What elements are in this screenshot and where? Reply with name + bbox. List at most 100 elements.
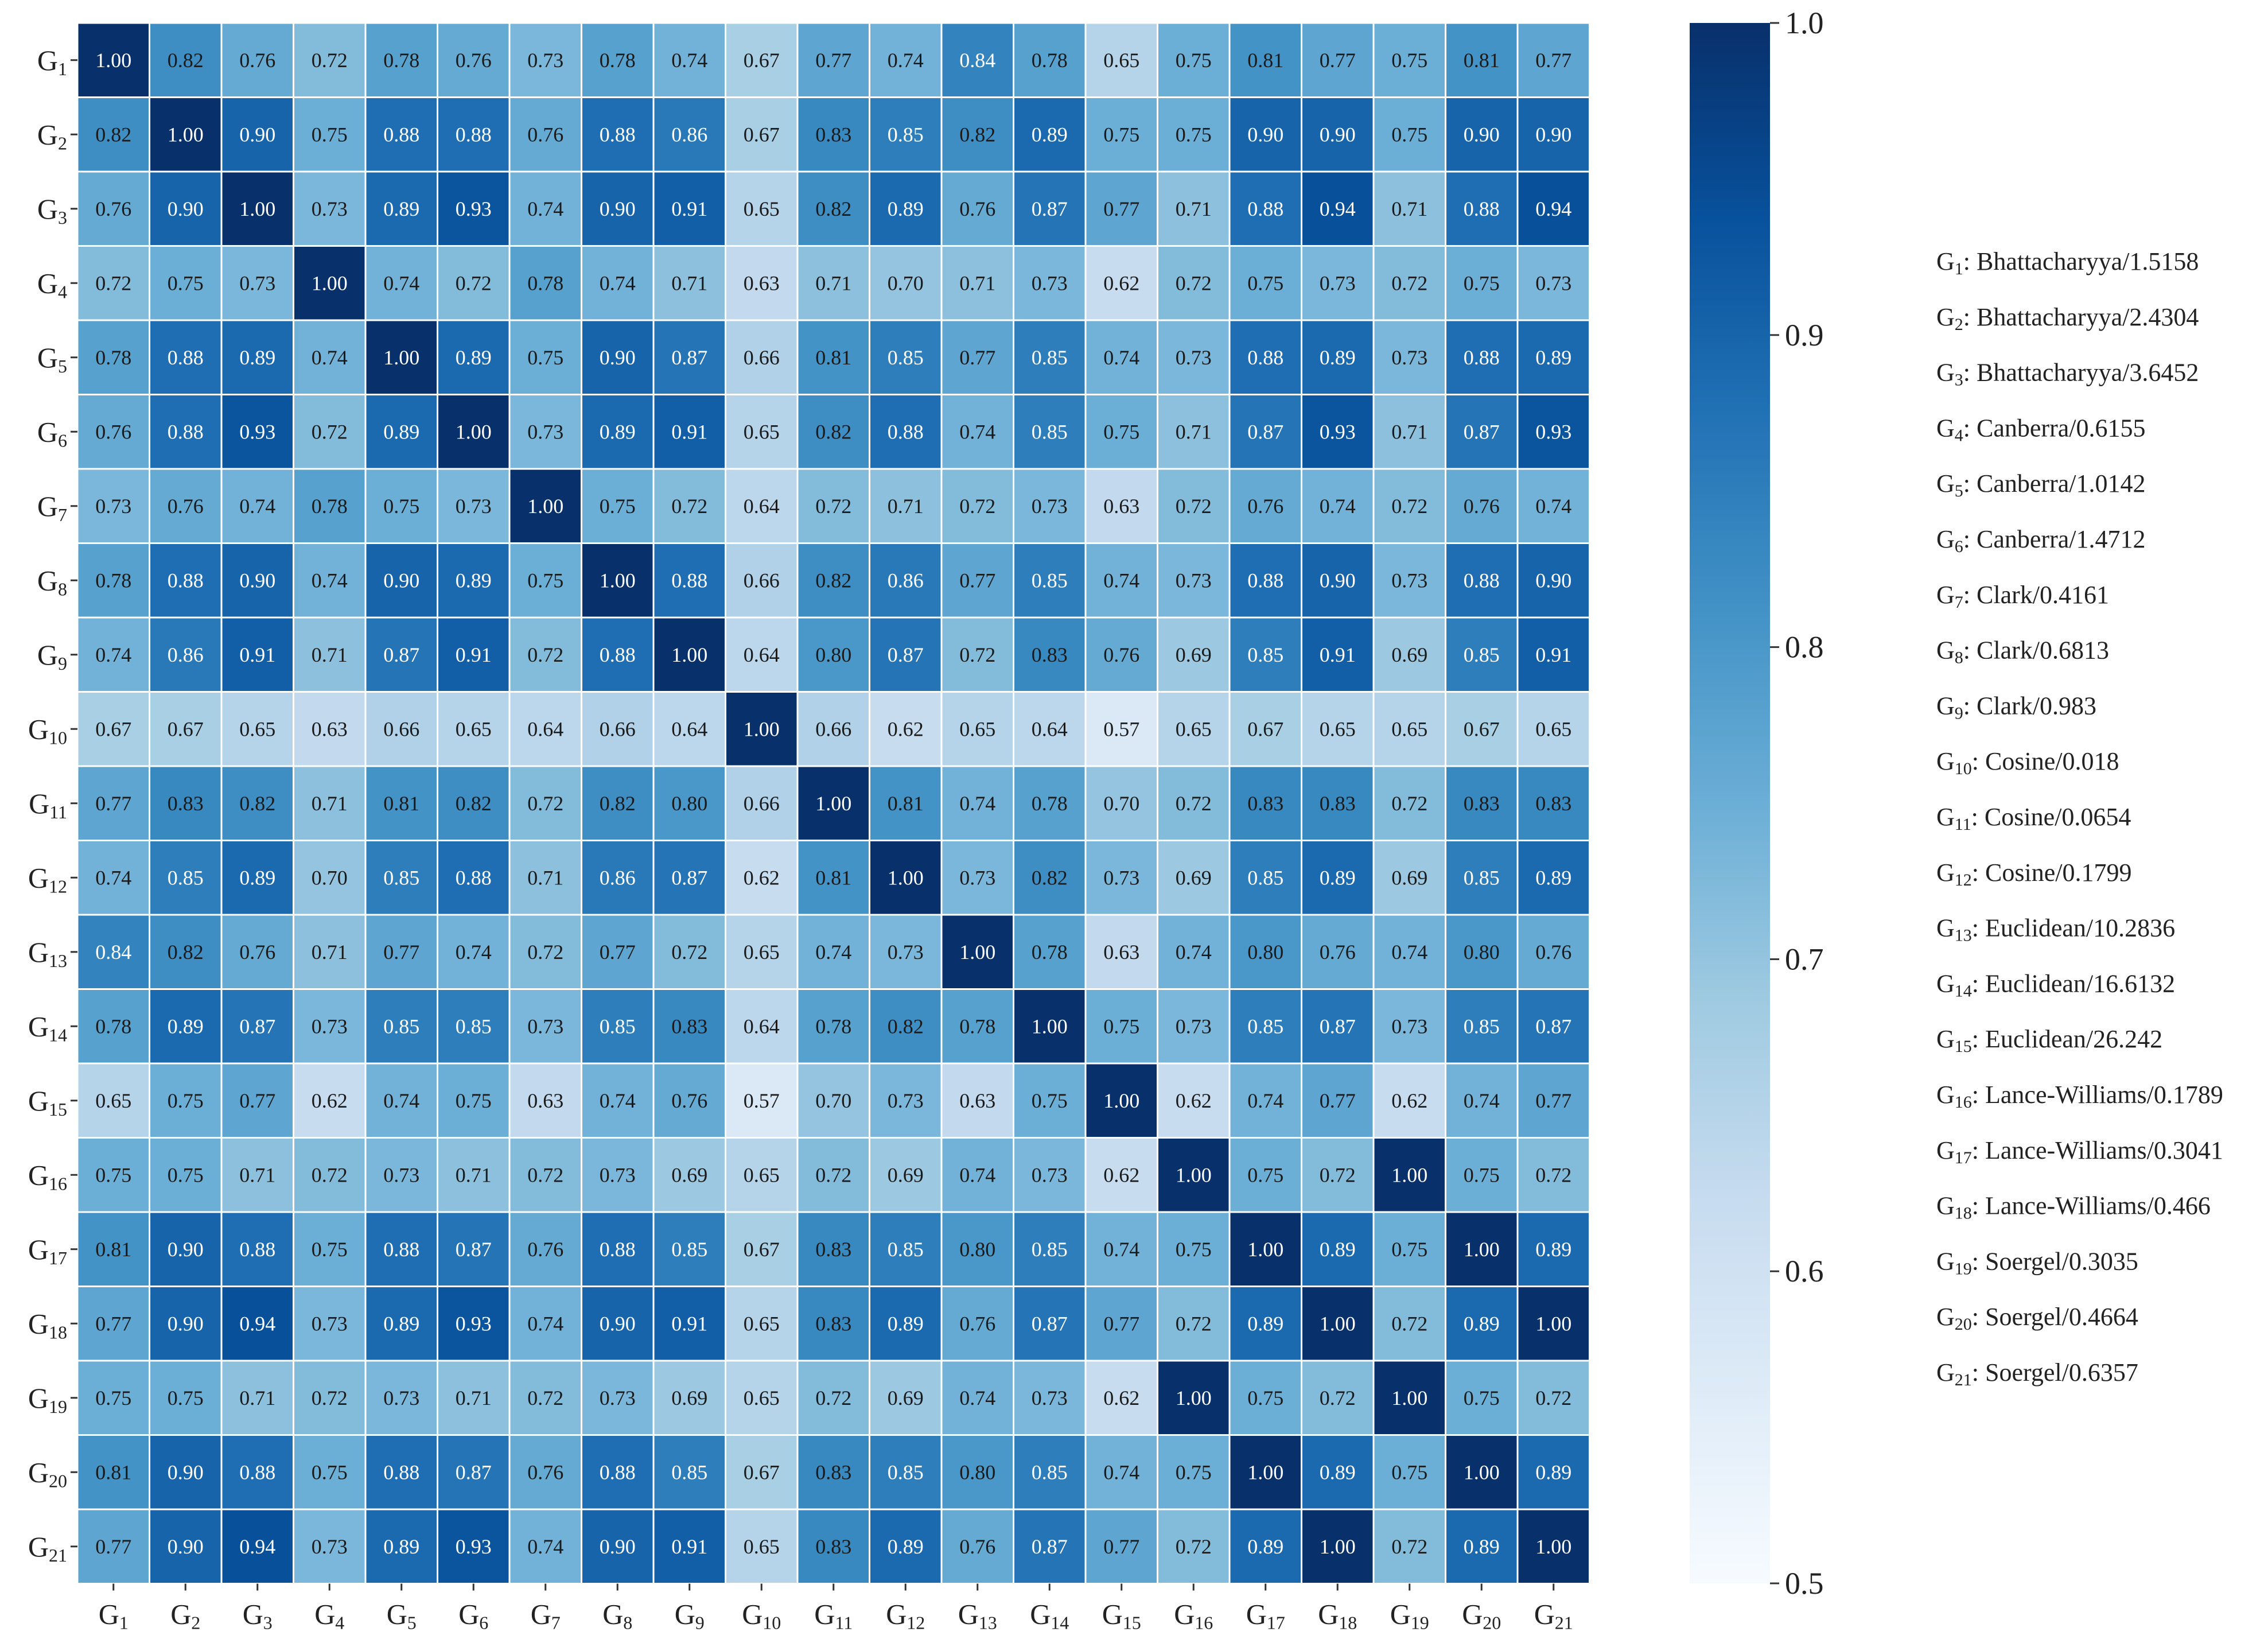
heatmap-cell-value: 0.80 (959, 1461, 995, 1483)
heatmap-cell-value: 0.72 (456, 271, 492, 294)
heatmap-cell-value: 0.71 (527, 866, 563, 889)
heatmap-cell-value: 1.00 (888, 866, 924, 889)
heatmap-cell (76, 1434, 150, 1510)
heatmap-cell-value: 0.63 (527, 1089, 563, 1112)
heatmap-cell-value: 0.88 (168, 346, 204, 369)
legend-entry: G3: Bhattacharyya/3.6452 (1936, 359, 2199, 390)
x-tick-label: G12 (886, 1598, 925, 1633)
heatmap-cell (149, 1360, 223, 1436)
heatmap-cell-value: 0.72 (671, 495, 707, 518)
heatmap-cell (1372, 245, 1446, 321)
heatmap-cell-value: 0.89 (888, 197, 924, 220)
heatmap-cell-value: 0.83 (671, 1015, 707, 1038)
heatmap-cell-value: 0.90 (1247, 123, 1283, 146)
heatmap-cell-value: 0.63 (744, 271, 780, 294)
heatmap-cell-value: 1.00 (312, 271, 348, 294)
heatmap-cell (364, 616, 438, 693)
heatmap-cell-value: 0.75 (1391, 1238, 1427, 1261)
heatmap-cell-value: 0.75 (1176, 1461, 1212, 1483)
heatmap-cell (725, 616, 799, 693)
heatmap-cell-value: 0.91 (239, 643, 275, 666)
heatmap-cell-value: 0.74 (888, 49, 924, 72)
heatmap-cell-value: 0.85 (600, 1015, 636, 1038)
heatmap-cell-value: 0.75 (1032, 1089, 1068, 1112)
heatmap-cell (869, 22, 943, 98)
heatmap-cell-value: 0.65 (1320, 717, 1356, 740)
y-tick-label: G5 (37, 341, 67, 376)
heatmap-cell (869, 468, 943, 544)
heatmap-cell-value: 0.77 (1103, 1535, 1139, 1558)
heatmap-cell (1301, 245, 1375, 321)
heatmap-cell-value: 1.00 (383, 346, 419, 369)
heatmap-cell-value: 0.76 (239, 49, 275, 72)
legend-entry: G4: Canberra/0.6155 (1936, 414, 2145, 445)
heatmap-cell (796, 914, 870, 990)
heatmap-cell (1084, 988, 1158, 1065)
heatmap-cell (1013, 170, 1087, 247)
heatmap-cell-value: 0.66 (383, 717, 419, 740)
heatmap-cell-value: 0.76 (239, 941, 275, 964)
heatmap-cell (796, 765, 870, 841)
x-tick-label: G16 (1174, 1598, 1213, 1633)
y-tick-label: G21 (28, 1531, 67, 1566)
heatmap-cell-value: 0.85 (1464, 866, 1500, 889)
heatmap-cell (581, 914, 655, 990)
heatmap-cell-value: 0.73 (383, 1387, 419, 1409)
heatmap-cell-value: 1.00 (1176, 1387, 1212, 1409)
heatmap-cell-value: 0.86 (888, 569, 924, 592)
heatmap-cell-value: 0.70 (312, 866, 348, 889)
legend-entry: G20: Soergel/0.4664 (1936, 1303, 2138, 1334)
heatmap-cell (1013, 542, 1087, 619)
heatmap-cell (1516, 840, 1590, 916)
heatmap-cell-value: 1.00 (1391, 1163, 1427, 1186)
y-tick-label: G20 (28, 1456, 67, 1491)
heatmap-cell-value: 0.64 (744, 1015, 780, 1038)
heatmap-cell-value: 0.77 (1320, 1089, 1356, 1112)
heatmap-cell-value: 0.62 (1176, 1089, 1212, 1112)
heatmap-cell-value: 0.89 (383, 420, 419, 443)
heatmap-cell (76, 840, 150, 916)
heatmap-cell-value: 0.65 (744, 1535, 780, 1558)
heatmap-cell (1157, 1211, 1231, 1287)
heatmap-cell (869, 319, 943, 395)
heatmap-cell (652, 542, 726, 619)
heatmap-cell-value: 0.75 (527, 346, 563, 369)
heatmap-cell-value: 0.89 (239, 866, 275, 889)
heatmap-cell (1013, 245, 1087, 321)
colorbar-tick-label: 0.6 (1785, 1254, 1824, 1288)
heatmap-cell-value: 0.89 (1247, 1535, 1283, 1558)
heatmap-cell-value: 0.90 (168, 197, 204, 220)
heatmap-cell (508, 691, 582, 767)
heatmap-cell (1372, 840, 1446, 916)
heatmap-cell-value: 0.85 (383, 1015, 419, 1038)
heatmap-cell (796, 1508, 870, 1584)
heatmap-cell-value: 0.73 (312, 1535, 348, 1558)
heatmap-cell (1084, 394, 1158, 470)
heatmap-cell (364, 1286, 438, 1362)
heatmap-cell (1372, 1508, 1446, 1584)
heatmap-cell-value: 0.83 (1535, 792, 1571, 815)
heatmap-cell-value: 0.65 (744, 941, 780, 964)
heatmap-cell-value: 0.75 (95, 1387, 131, 1409)
heatmap-cell-value: 0.64 (527, 717, 563, 740)
heatmap-cell-value: 0.93 (1320, 420, 1356, 443)
heatmap-cell-value: 0.75 (1247, 271, 1283, 294)
heatmap-cell-value: 0.72 (815, 1163, 851, 1186)
heatmap-cell-value: 0.75 (312, 1461, 348, 1483)
heatmap-cell (725, 394, 799, 470)
heatmap-cell-value: 0.65 (1391, 717, 1427, 740)
heatmap-cell-value: 0.76 (168, 495, 204, 518)
heatmap-cell (1301, 1286, 1375, 1362)
y-tick-label: G14 (28, 1010, 67, 1045)
heatmap-cell-value: 1.00 (815, 792, 851, 815)
heatmap-cell (940, 394, 1014, 470)
heatmap-cell (1013, 1360, 1087, 1436)
heatmap-cell-value: 0.88 (239, 1461, 275, 1483)
heatmap-cell-value: 0.72 (1176, 792, 1212, 815)
heatmap-cell (220, 1360, 294, 1436)
heatmap-cell-value: 0.57 (744, 1089, 780, 1112)
heatmap-cell-value: 0.76 (959, 1535, 995, 1558)
heatmap-cell-value: 0.75 (1247, 1387, 1283, 1409)
heatmap-cell (437, 840, 511, 916)
y-tick-label: G17 (28, 1233, 67, 1268)
